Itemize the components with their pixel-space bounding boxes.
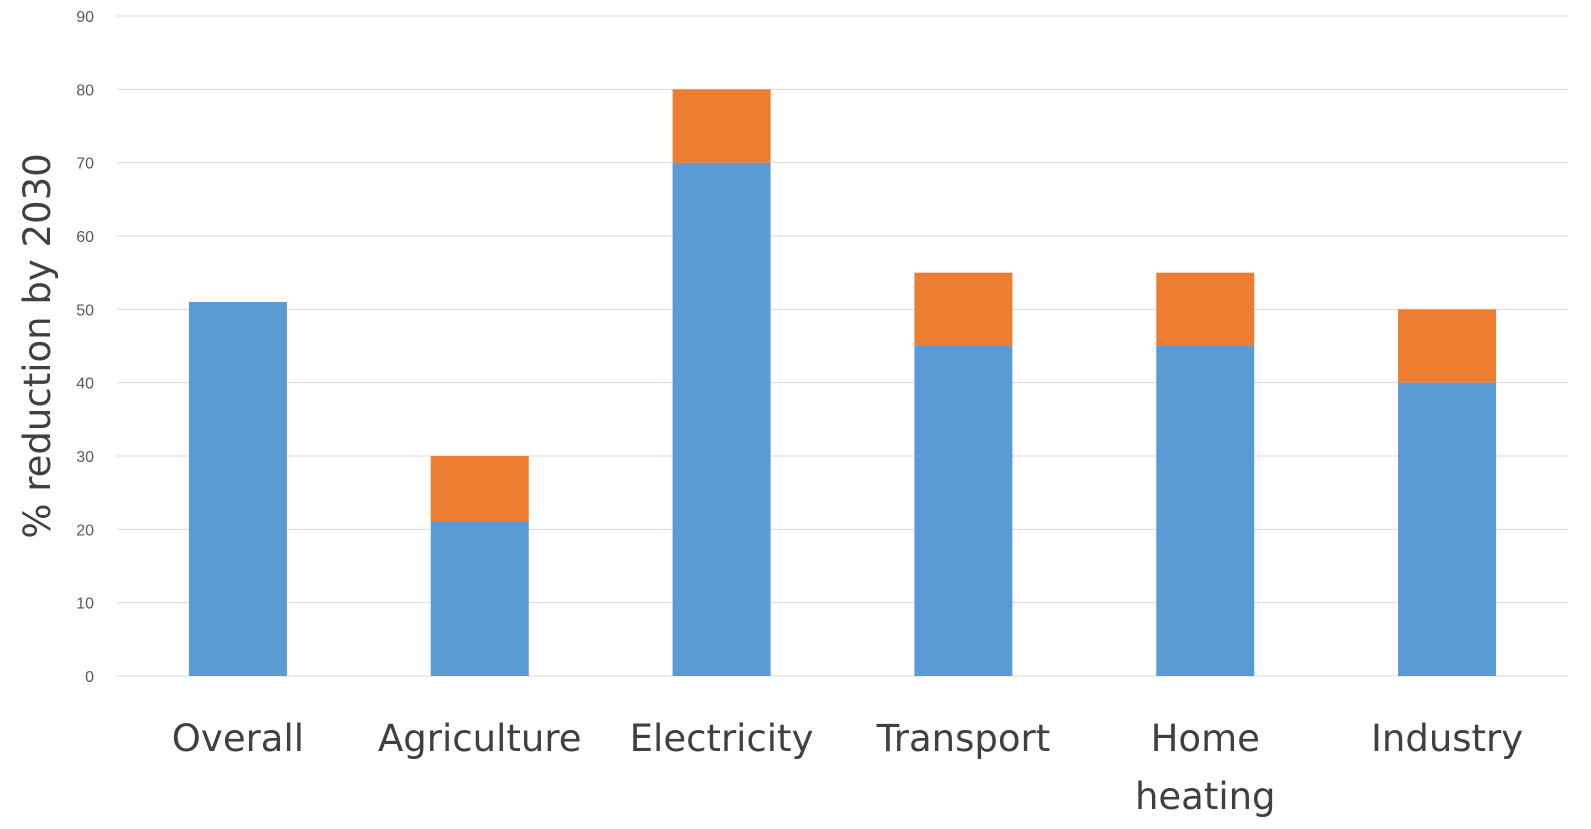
bar-electricity-series-2 bbox=[672, 89, 771, 163]
y-tick-label: 70 bbox=[76, 156, 94, 173]
x-category-label: Electricity bbox=[630, 717, 814, 760]
y-tick-label: 50 bbox=[76, 302, 94, 319]
y-tick-label: 0 bbox=[85, 669, 94, 686]
bar-agriculture-series-2 bbox=[430, 456, 529, 522]
bar-industry-series-2 bbox=[1398, 309, 1497, 383]
y-tick-label: 20 bbox=[76, 522, 94, 539]
y-tick-label: 60 bbox=[76, 229, 94, 246]
bar-overall-series-1 bbox=[188, 302, 287, 676]
x-category-label: Agriculture bbox=[378, 717, 581, 760]
bar-electricity-series-1 bbox=[672, 162, 771, 676]
bar-industry-series-1 bbox=[1398, 382, 1497, 676]
y-tick-label: 90 bbox=[76, 9, 94, 26]
x-category-label: Overall bbox=[172, 717, 304, 760]
bar-transport-series-1 bbox=[914, 346, 1013, 676]
y-tick-label: 30 bbox=[76, 449, 94, 466]
bar-home-heating-series-2 bbox=[1156, 272, 1255, 346]
x-category-label: Transport bbox=[876, 717, 1051, 760]
bar-agriculture-series-1 bbox=[430, 522, 529, 676]
bar-home-heating-series-1 bbox=[1156, 346, 1255, 676]
x-category-label: Industry bbox=[1371, 717, 1523, 760]
x-category-label: Home heating bbox=[1135, 717, 1276, 818]
bar-transport-series-2 bbox=[914, 272, 1013, 346]
gridlines bbox=[117, 15, 1568, 677]
y-tick-label: 40 bbox=[76, 376, 94, 393]
y-tick-label: 80 bbox=[76, 82, 94, 99]
y-axis-tick-labels: 0 10 20 30 40 50 60 70 80 90 bbox=[76, 9, 94, 686]
x-axis-category-labels: Overall Agriculture Electricity Transport Ho… bbox=[172, 717, 1523, 818]
y-tick-label: 10 bbox=[76, 596, 94, 613]
y-axis-title: % reduction by 2030 bbox=[16, 153, 59, 538]
bars bbox=[188, 89, 1497, 676]
